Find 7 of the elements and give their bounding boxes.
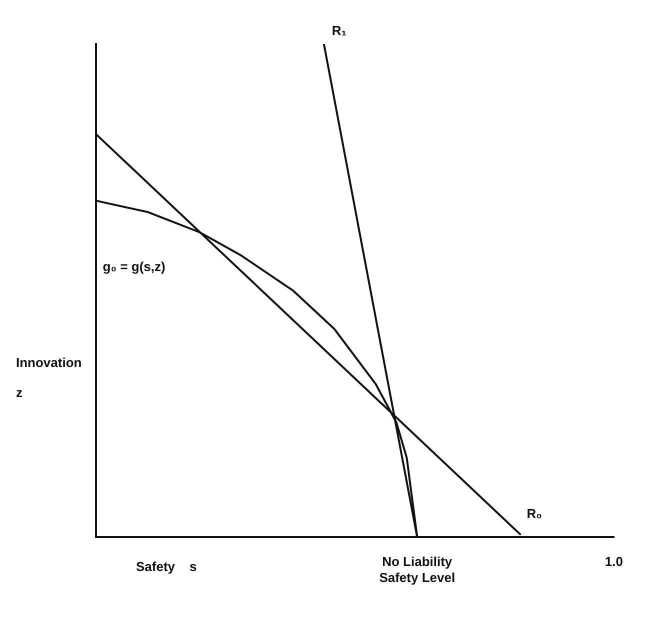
x-tick-label: 1.0 xyxy=(604,554,624,570)
series-label: R₀ xyxy=(526,506,542,521)
x-axis-title: Safety s xyxy=(136,558,197,574)
x-tick-label: No Liability Safety Level xyxy=(379,554,456,585)
text: g₀ = g(s,z) xyxy=(102,259,166,274)
y-axis-title: Innovation z xyxy=(16,354,82,400)
series-label: R₁ xyxy=(332,23,347,38)
